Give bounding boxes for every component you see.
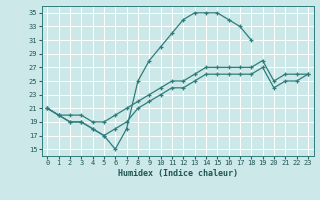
X-axis label: Humidex (Indice chaleur): Humidex (Indice chaleur) — [118, 169, 237, 178]
